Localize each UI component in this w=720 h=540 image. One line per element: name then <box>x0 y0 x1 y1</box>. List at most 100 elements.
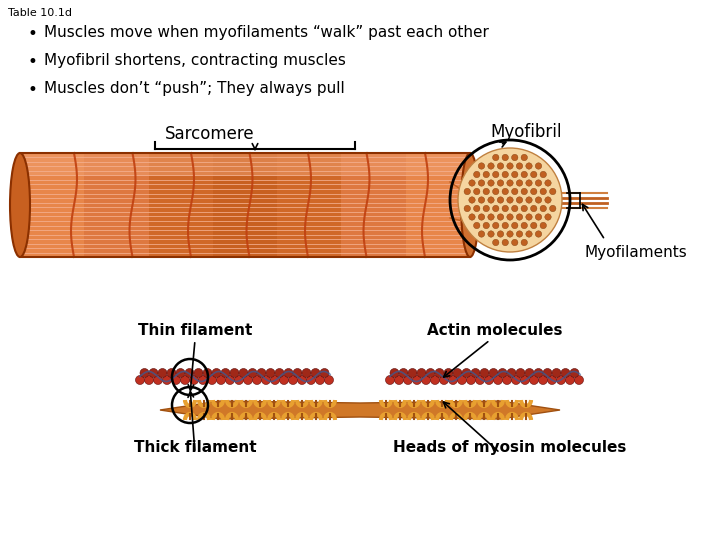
Circle shape <box>535 231 541 237</box>
Circle shape <box>502 154 508 161</box>
Circle shape <box>540 205 546 212</box>
Circle shape <box>212 368 221 377</box>
Circle shape <box>467 375 475 384</box>
Circle shape <box>521 188 528 195</box>
Circle shape <box>462 368 471 377</box>
Circle shape <box>507 231 513 237</box>
Text: Myofilaments: Myofilaments <box>585 245 688 260</box>
Circle shape <box>469 214 475 220</box>
Circle shape <box>521 154 528 161</box>
Circle shape <box>531 205 537 212</box>
Circle shape <box>489 368 498 377</box>
Circle shape <box>478 163 485 169</box>
Polygon shape <box>160 401 560 419</box>
Circle shape <box>145 375 153 384</box>
Circle shape <box>502 239 508 246</box>
Circle shape <box>271 375 279 384</box>
Circle shape <box>507 214 513 220</box>
Circle shape <box>492 239 499 246</box>
Circle shape <box>521 239 528 246</box>
Circle shape <box>478 197 485 203</box>
Circle shape <box>207 375 217 384</box>
Circle shape <box>235 375 243 384</box>
Text: Myofibril: Myofibril <box>490 123 562 141</box>
Circle shape <box>535 180 541 186</box>
Circle shape <box>516 197 523 203</box>
Circle shape <box>311 368 320 377</box>
Circle shape <box>545 214 552 220</box>
Circle shape <box>526 197 532 203</box>
Circle shape <box>307 375 315 384</box>
Circle shape <box>545 197 552 203</box>
Circle shape <box>474 188 480 195</box>
Circle shape <box>521 375 529 384</box>
Circle shape <box>483 205 490 212</box>
Circle shape <box>511 222 518 229</box>
Circle shape <box>395 375 403 384</box>
Circle shape <box>149 368 158 377</box>
Circle shape <box>511 375 521 384</box>
Circle shape <box>521 222 528 229</box>
Circle shape <box>549 188 556 195</box>
Circle shape <box>540 188 546 195</box>
Circle shape <box>488 163 494 169</box>
Circle shape <box>539 375 547 384</box>
Circle shape <box>431 375 439 384</box>
Circle shape <box>471 368 480 377</box>
Circle shape <box>507 197 513 203</box>
Circle shape <box>540 171 546 178</box>
Circle shape <box>413 375 421 384</box>
Circle shape <box>189 375 199 384</box>
Circle shape <box>543 368 552 377</box>
Circle shape <box>458 148 562 252</box>
Circle shape <box>516 214 523 220</box>
Circle shape <box>507 180 513 186</box>
Circle shape <box>540 222 546 229</box>
Circle shape <box>561 368 570 377</box>
Ellipse shape <box>10 153 30 257</box>
Circle shape <box>511 154 518 161</box>
Polygon shape <box>277 153 341 257</box>
Text: Myofibril shortens, contracting muscles: Myofibril shortens, contracting muscles <box>44 53 346 68</box>
Circle shape <box>526 180 532 186</box>
Circle shape <box>575 375 583 384</box>
Circle shape <box>534 368 543 377</box>
Circle shape <box>297 375 307 384</box>
Circle shape <box>493 375 503 384</box>
Circle shape <box>549 205 556 212</box>
Circle shape <box>243 375 253 384</box>
Text: Heads of myosin molecules: Heads of myosin molecules <box>393 440 626 455</box>
Circle shape <box>203 368 212 377</box>
Circle shape <box>230 368 239 377</box>
Circle shape <box>140 368 149 377</box>
Circle shape <box>217 375 225 384</box>
Polygon shape <box>20 153 84 257</box>
Circle shape <box>171 375 181 384</box>
Circle shape <box>266 368 275 377</box>
Circle shape <box>507 163 513 169</box>
Circle shape <box>478 180 485 186</box>
Circle shape <box>492 154 499 161</box>
Polygon shape <box>341 153 405 257</box>
Circle shape <box>535 214 541 220</box>
Circle shape <box>275 368 284 377</box>
Circle shape <box>516 368 525 377</box>
Circle shape <box>390 368 399 377</box>
Polygon shape <box>148 153 213 257</box>
Circle shape <box>302 368 311 377</box>
Circle shape <box>503 375 511 384</box>
Circle shape <box>194 368 203 377</box>
Ellipse shape <box>461 153 479 257</box>
Circle shape <box>225 375 235 384</box>
Circle shape <box>502 171 508 178</box>
Circle shape <box>545 180 552 186</box>
Circle shape <box>529 375 539 384</box>
Text: •: • <box>28 25 38 43</box>
Circle shape <box>320 368 329 377</box>
Circle shape <box>498 231 504 237</box>
Circle shape <box>253 375 261 384</box>
Circle shape <box>488 197 494 203</box>
Circle shape <box>498 163 504 169</box>
Circle shape <box>502 188 508 195</box>
Circle shape <box>474 205 480 212</box>
